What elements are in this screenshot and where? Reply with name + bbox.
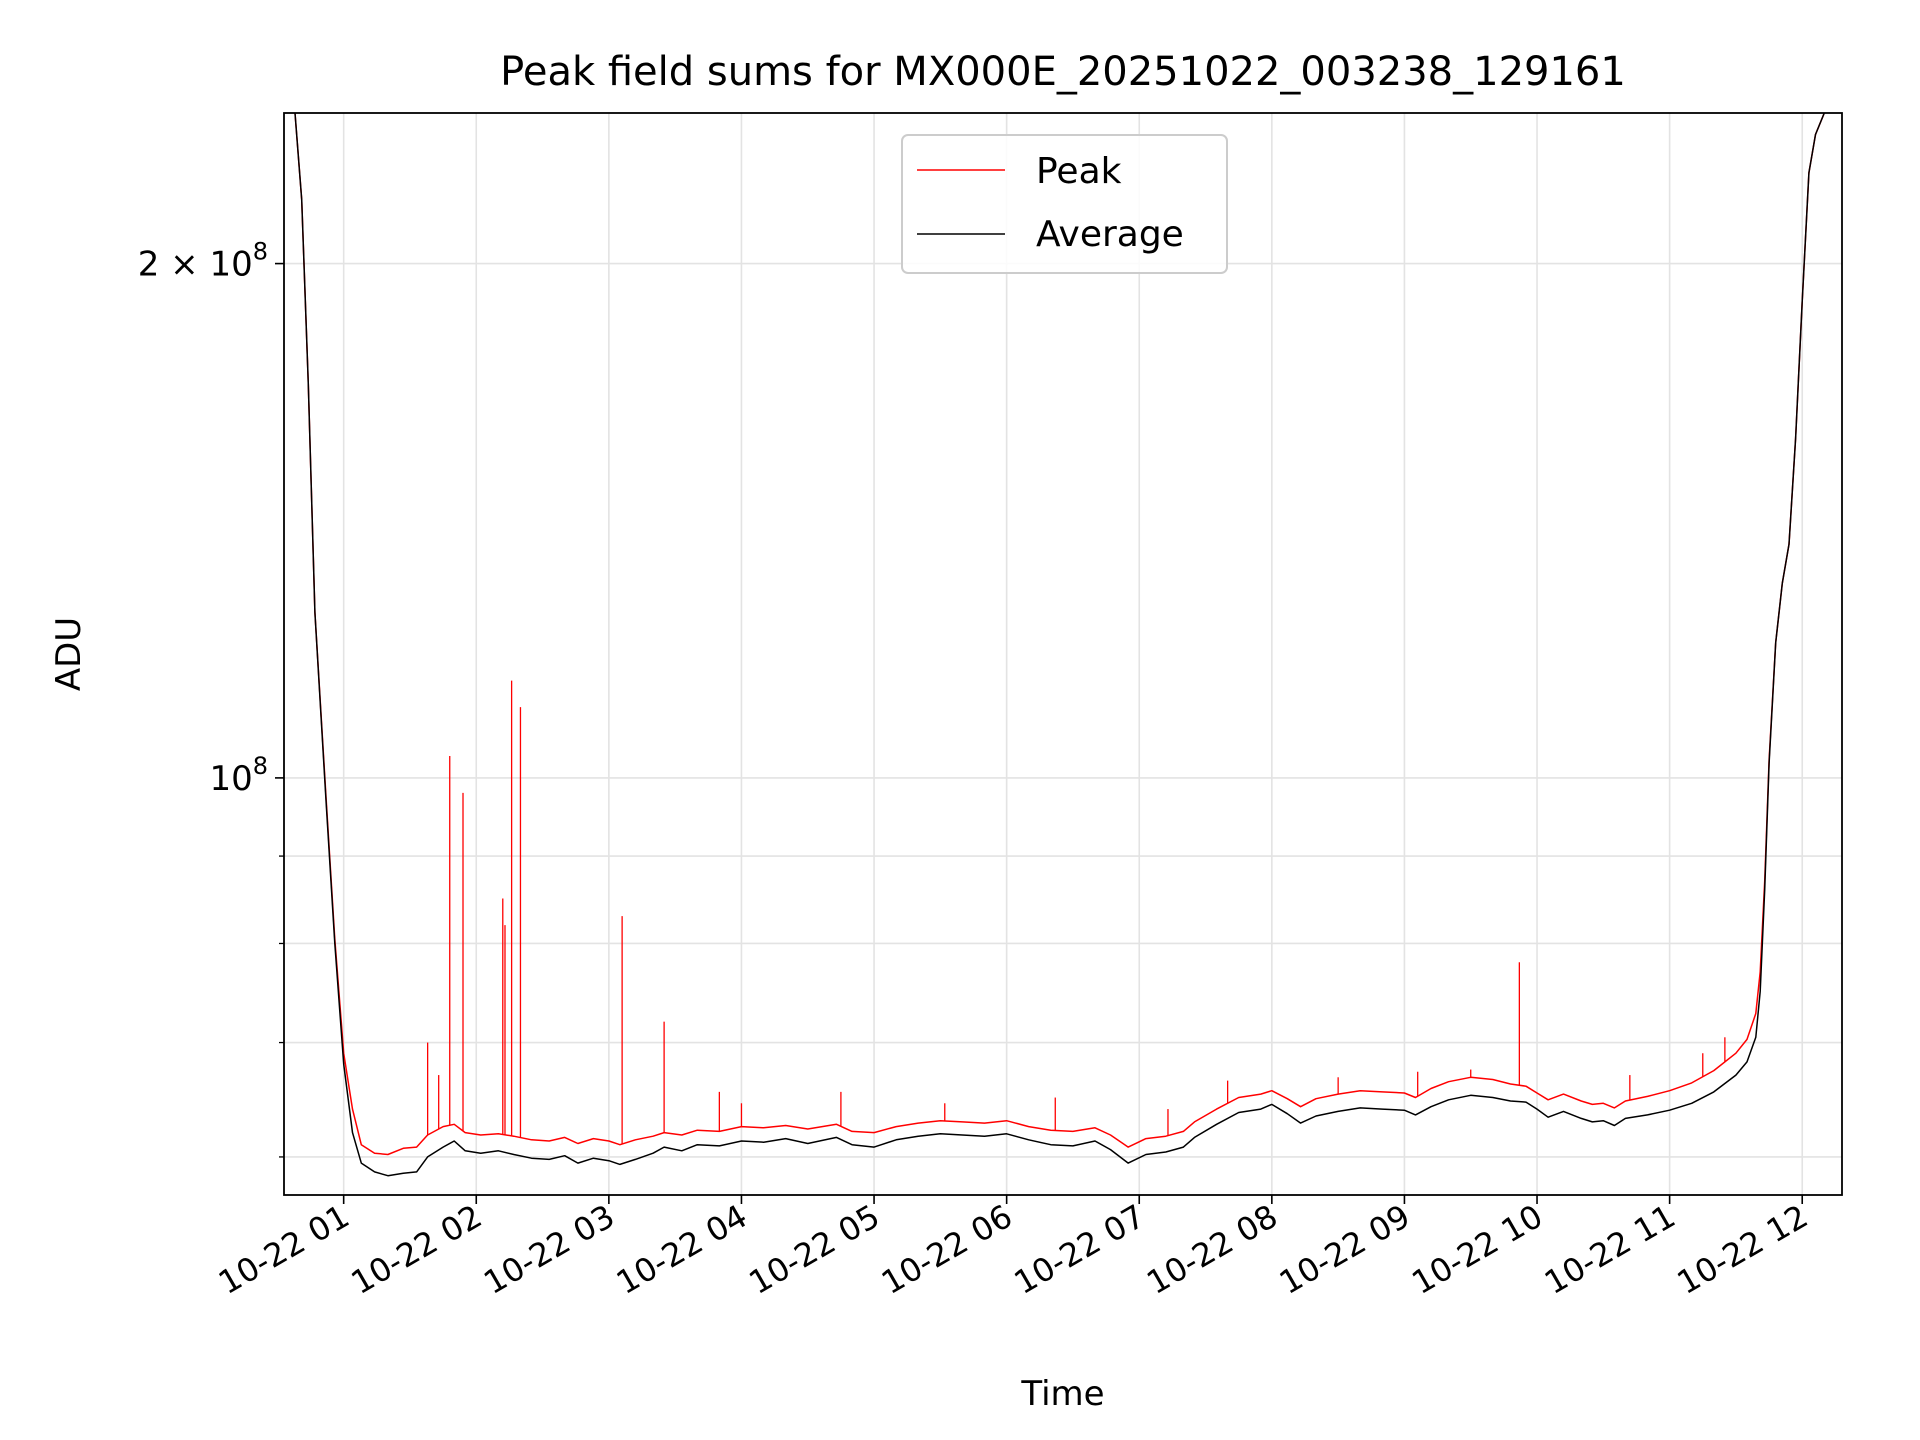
legend-label-peak: Peak	[1036, 151, 1122, 192]
y-tick-label: 2 × 108	[138, 238, 268, 285]
x-axis-label: Time	[1020, 1374, 1104, 1414]
chart-title: Peak field sums for MX000E_20251022_0032…	[500, 49, 1626, 95]
legend: Peak Average	[901, 134, 1228, 274]
y-tick-label: 108	[209, 752, 268, 799]
series-layer	[294, 113, 1825, 1177]
legend-label-average: Average	[1036, 214, 1184, 255]
y-axis-label: ADU	[49, 617, 89, 691]
plot-area	[284, 113, 1842, 1195]
plot-frame	[283, 112, 1843, 1196]
series-line-peak	[294, 113, 1825, 1156]
series-line-average	[294, 113, 1825, 1177]
